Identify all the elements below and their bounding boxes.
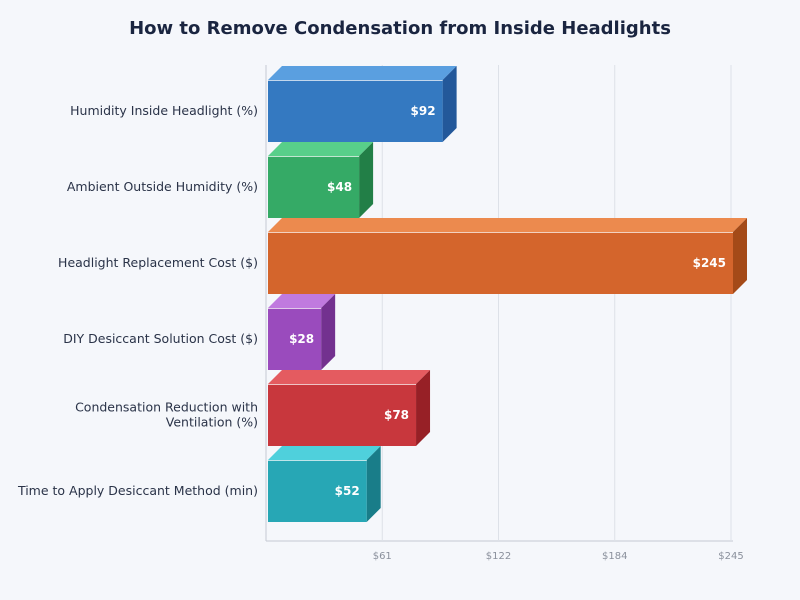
bar-top-face — [268, 218, 747, 232]
bar-top-face — [268, 142, 374, 156]
category-label: Ventilation (%) — [166, 415, 258, 430]
bar-top-face — [268, 294, 336, 308]
bar-side-face — [366, 446, 381, 522]
bar-value-label: $245 — [693, 256, 726, 270]
bar — [268, 460, 367, 522]
bar-side-face — [416, 370, 431, 446]
bar-top-face — [268, 370, 431, 384]
chart-title: How to Remove Condensation from Inside H… — [129, 18, 671, 39]
category-label: Headlight Replacement Cost ($) — [58, 255, 258, 270]
x-tick-label: $184 — [602, 551, 627, 562]
bar — [268, 384, 417, 446]
bar-side-face — [359, 142, 374, 218]
bar-value-label: $28 — [289, 332, 314, 346]
x-tick-label: $122 — [486, 551, 511, 562]
bar-side-face — [321, 294, 336, 370]
x-tick-label: $245 — [718, 551, 743, 562]
bar-value-label: $48 — [327, 180, 352, 194]
bar-side-face — [442, 66, 457, 142]
category-label: DIY Desiccant Solution Cost ($) — [63, 331, 258, 346]
bar-side-face — [733, 218, 747, 294]
bar-top-face — [268, 66, 457, 80]
bar — [268, 80, 443, 142]
category-label: Time to Apply Desiccant Method (min) — [17, 483, 258, 498]
bar — [268, 156, 360, 218]
category-label: Humidity Inside Headlight (%) — [70, 103, 258, 118]
bar-value-label: $92 — [411, 104, 436, 118]
category-label: Ambient Outside Humidity (%) — [67, 179, 258, 194]
bar-value-label: $78 — [384, 408, 409, 422]
bar — [268, 232, 733, 294]
bar-value-label: $52 — [335, 484, 360, 498]
x-tick-label: $61 — [373, 551, 392, 562]
bar — [268, 308, 322, 370]
bar-top-face — [268, 446, 381, 460]
category-label: Condensation Reduction with — [75, 400, 258, 415]
